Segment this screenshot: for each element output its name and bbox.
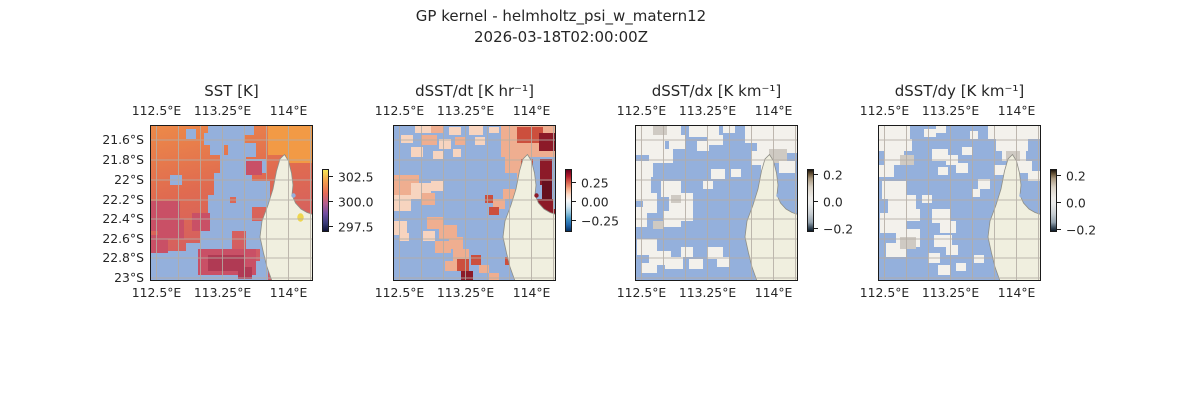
colorbar-tick-label: −0.2 xyxy=(1066,222,1097,237)
landmass xyxy=(987,153,1041,281)
panel-dsst-dx: dSST/dx [K km⁻¹] 112.5°E 113.25°E 114°E … xyxy=(617,82,853,300)
coastal-lagoon xyxy=(534,193,539,198)
graticule-gridlines xyxy=(635,125,798,281)
xtick-label: 112.5°E xyxy=(374,103,425,118)
colorbar-tick xyxy=(1057,175,1061,177)
figure-title: GP kernel - helmholtz_psi_w_matern12 202… xyxy=(0,6,1122,48)
ytick-label: 23°S xyxy=(114,270,144,285)
colorbar-tick-label: 0.25 xyxy=(581,175,609,190)
axes-border xyxy=(878,125,1041,281)
colorbar-tick xyxy=(572,182,576,184)
xtick-label: 114°E xyxy=(997,103,1036,118)
dsst-dx-data-cells xyxy=(635,125,798,273)
map-sst xyxy=(150,125,313,281)
ytick-label: 22°S xyxy=(114,172,144,187)
map-dsst-dt xyxy=(393,125,556,281)
figure-title-line1: GP kernel - helmholtz_psi_w_matern12 xyxy=(415,7,707,25)
colorbar-tick xyxy=(572,220,576,222)
colorbar-tick-label: 0.2 xyxy=(823,167,843,182)
xtick-label: 113.25°E xyxy=(921,285,980,300)
colorbar-sst: 302.5 300.0 297.5 xyxy=(322,169,373,234)
landmass xyxy=(502,153,556,281)
panel-dsst-dy: dSST/dy [K km⁻¹] 112.5°E 113.25°E 114°E … xyxy=(860,82,1096,300)
colorbar-dsst-dx: 0.2 0.0 −0.2 xyxy=(807,167,853,236)
ytick-label: 21.6°S xyxy=(102,132,144,147)
landmass xyxy=(744,153,798,281)
map-dsst-dy xyxy=(878,125,1041,281)
map-dsst-dx xyxy=(635,125,798,281)
xtick-label: 112.5°E xyxy=(374,285,425,300)
panel-sst-title: SST [K] xyxy=(204,82,259,100)
colorbar-tick xyxy=(814,201,818,203)
graticule-gridlines xyxy=(878,125,1041,281)
axes-border xyxy=(393,125,556,281)
colorbar-tick-label: 0.00 xyxy=(581,194,609,209)
colorbar-tick xyxy=(814,228,818,230)
xtick-label: 112.5°E xyxy=(616,285,667,300)
colorbar-tick xyxy=(329,176,333,178)
panel-dsst-dt-title: dSST/dt [K hr⁻¹] xyxy=(415,82,534,100)
xtick-label: 113.25°E xyxy=(436,103,495,118)
graticule-gridlines xyxy=(393,125,556,281)
ytick-label: 21.8°S xyxy=(102,152,144,167)
colorbar-tick-label: 0.0 xyxy=(823,194,843,209)
panel-dsst-dy-title: dSST/dy [K km⁻¹] xyxy=(894,82,1025,100)
xtick-label: 112.5°E xyxy=(131,103,182,118)
ytick-label: 22.4°S xyxy=(102,211,144,226)
xtick-label: 112.5°E xyxy=(616,103,667,118)
warm-lagoon-spot xyxy=(297,213,304,222)
xtick-label: 113.25°E xyxy=(921,103,980,118)
colorbar-tick-label: 297.5 xyxy=(338,219,374,234)
xtick-label: 114°E xyxy=(997,285,1036,300)
colorbar-tick-label: −0.25 xyxy=(581,213,619,228)
axes-border xyxy=(635,125,798,281)
xtick-label: 114°E xyxy=(269,103,308,118)
ytick-label: 22.6°S xyxy=(102,231,144,246)
panel-dsst-dt: dSST/dt [K hr⁻¹] 112.5°E 113.25°E 114°E … xyxy=(375,82,619,300)
axes-border xyxy=(150,125,313,281)
xtick-label: 113.25°E xyxy=(678,285,737,300)
colorbar-dsst-dy: 0.2 0.0 −0.2 xyxy=(1050,168,1096,237)
colorbar-tick xyxy=(329,201,333,203)
colorbar-tick xyxy=(1057,202,1061,204)
xtick-label: 113.25°E xyxy=(193,285,252,300)
panel-dsst-dx-title: dSST/dx [K km⁻¹] xyxy=(651,82,782,100)
xtick-label: 114°E xyxy=(512,285,551,300)
xtick-label: 112.5°E xyxy=(859,285,910,300)
xtick-label: 112.5°E xyxy=(131,285,182,300)
colorbar-tick-label: 300.0 xyxy=(338,194,374,209)
landmass xyxy=(259,153,313,281)
coastal-lagoon xyxy=(291,193,296,198)
xtick-label: 112.5°E xyxy=(859,103,910,118)
colorbar-tick xyxy=(329,226,333,228)
colorbar-tick xyxy=(1057,229,1061,231)
colorbar-dsst-dt: 0.25 0.00 −0.25 xyxy=(565,169,619,232)
colorbar-tick xyxy=(572,201,576,203)
ytick-label: 22.2°S xyxy=(102,192,144,207)
xtick-label: 114°E xyxy=(512,103,551,118)
colorbar-tick xyxy=(814,174,818,176)
graticule-gridlines xyxy=(150,125,313,281)
xtick-label: 114°E xyxy=(754,285,793,300)
colorbar-tick-label: 0.0 xyxy=(1066,195,1086,210)
xtick-label: 113.25°E xyxy=(193,103,252,118)
colorbar-tick-label: 0.2 xyxy=(1066,168,1086,183)
xtick-label: 113.25°E xyxy=(678,103,737,118)
xtick-label: 113.25°E xyxy=(436,285,495,300)
xtick-label: 114°E xyxy=(269,285,308,300)
coastal-lagoon xyxy=(1019,193,1024,198)
coastal-lagoon xyxy=(776,193,781,198)
colorbar-tick-label: 302.5 xyxy=(338,169,374,184)
colorbar-tick-label: −0.2 xyxy=(823,221,854,236)
ytick-label: 22.8°S xyxy=(102,250,144,265)
figure-title-timestamp: 2026-03-18T02:00:00Z xyxy=(474,28,648,46)
xtick-label: 114°E xyxy=(754,103,793,118)
panel-sst: SST [K] 112.5°E 113.25°E 114°E 21.6°S 21… xyxy=(102,82,373,300)
